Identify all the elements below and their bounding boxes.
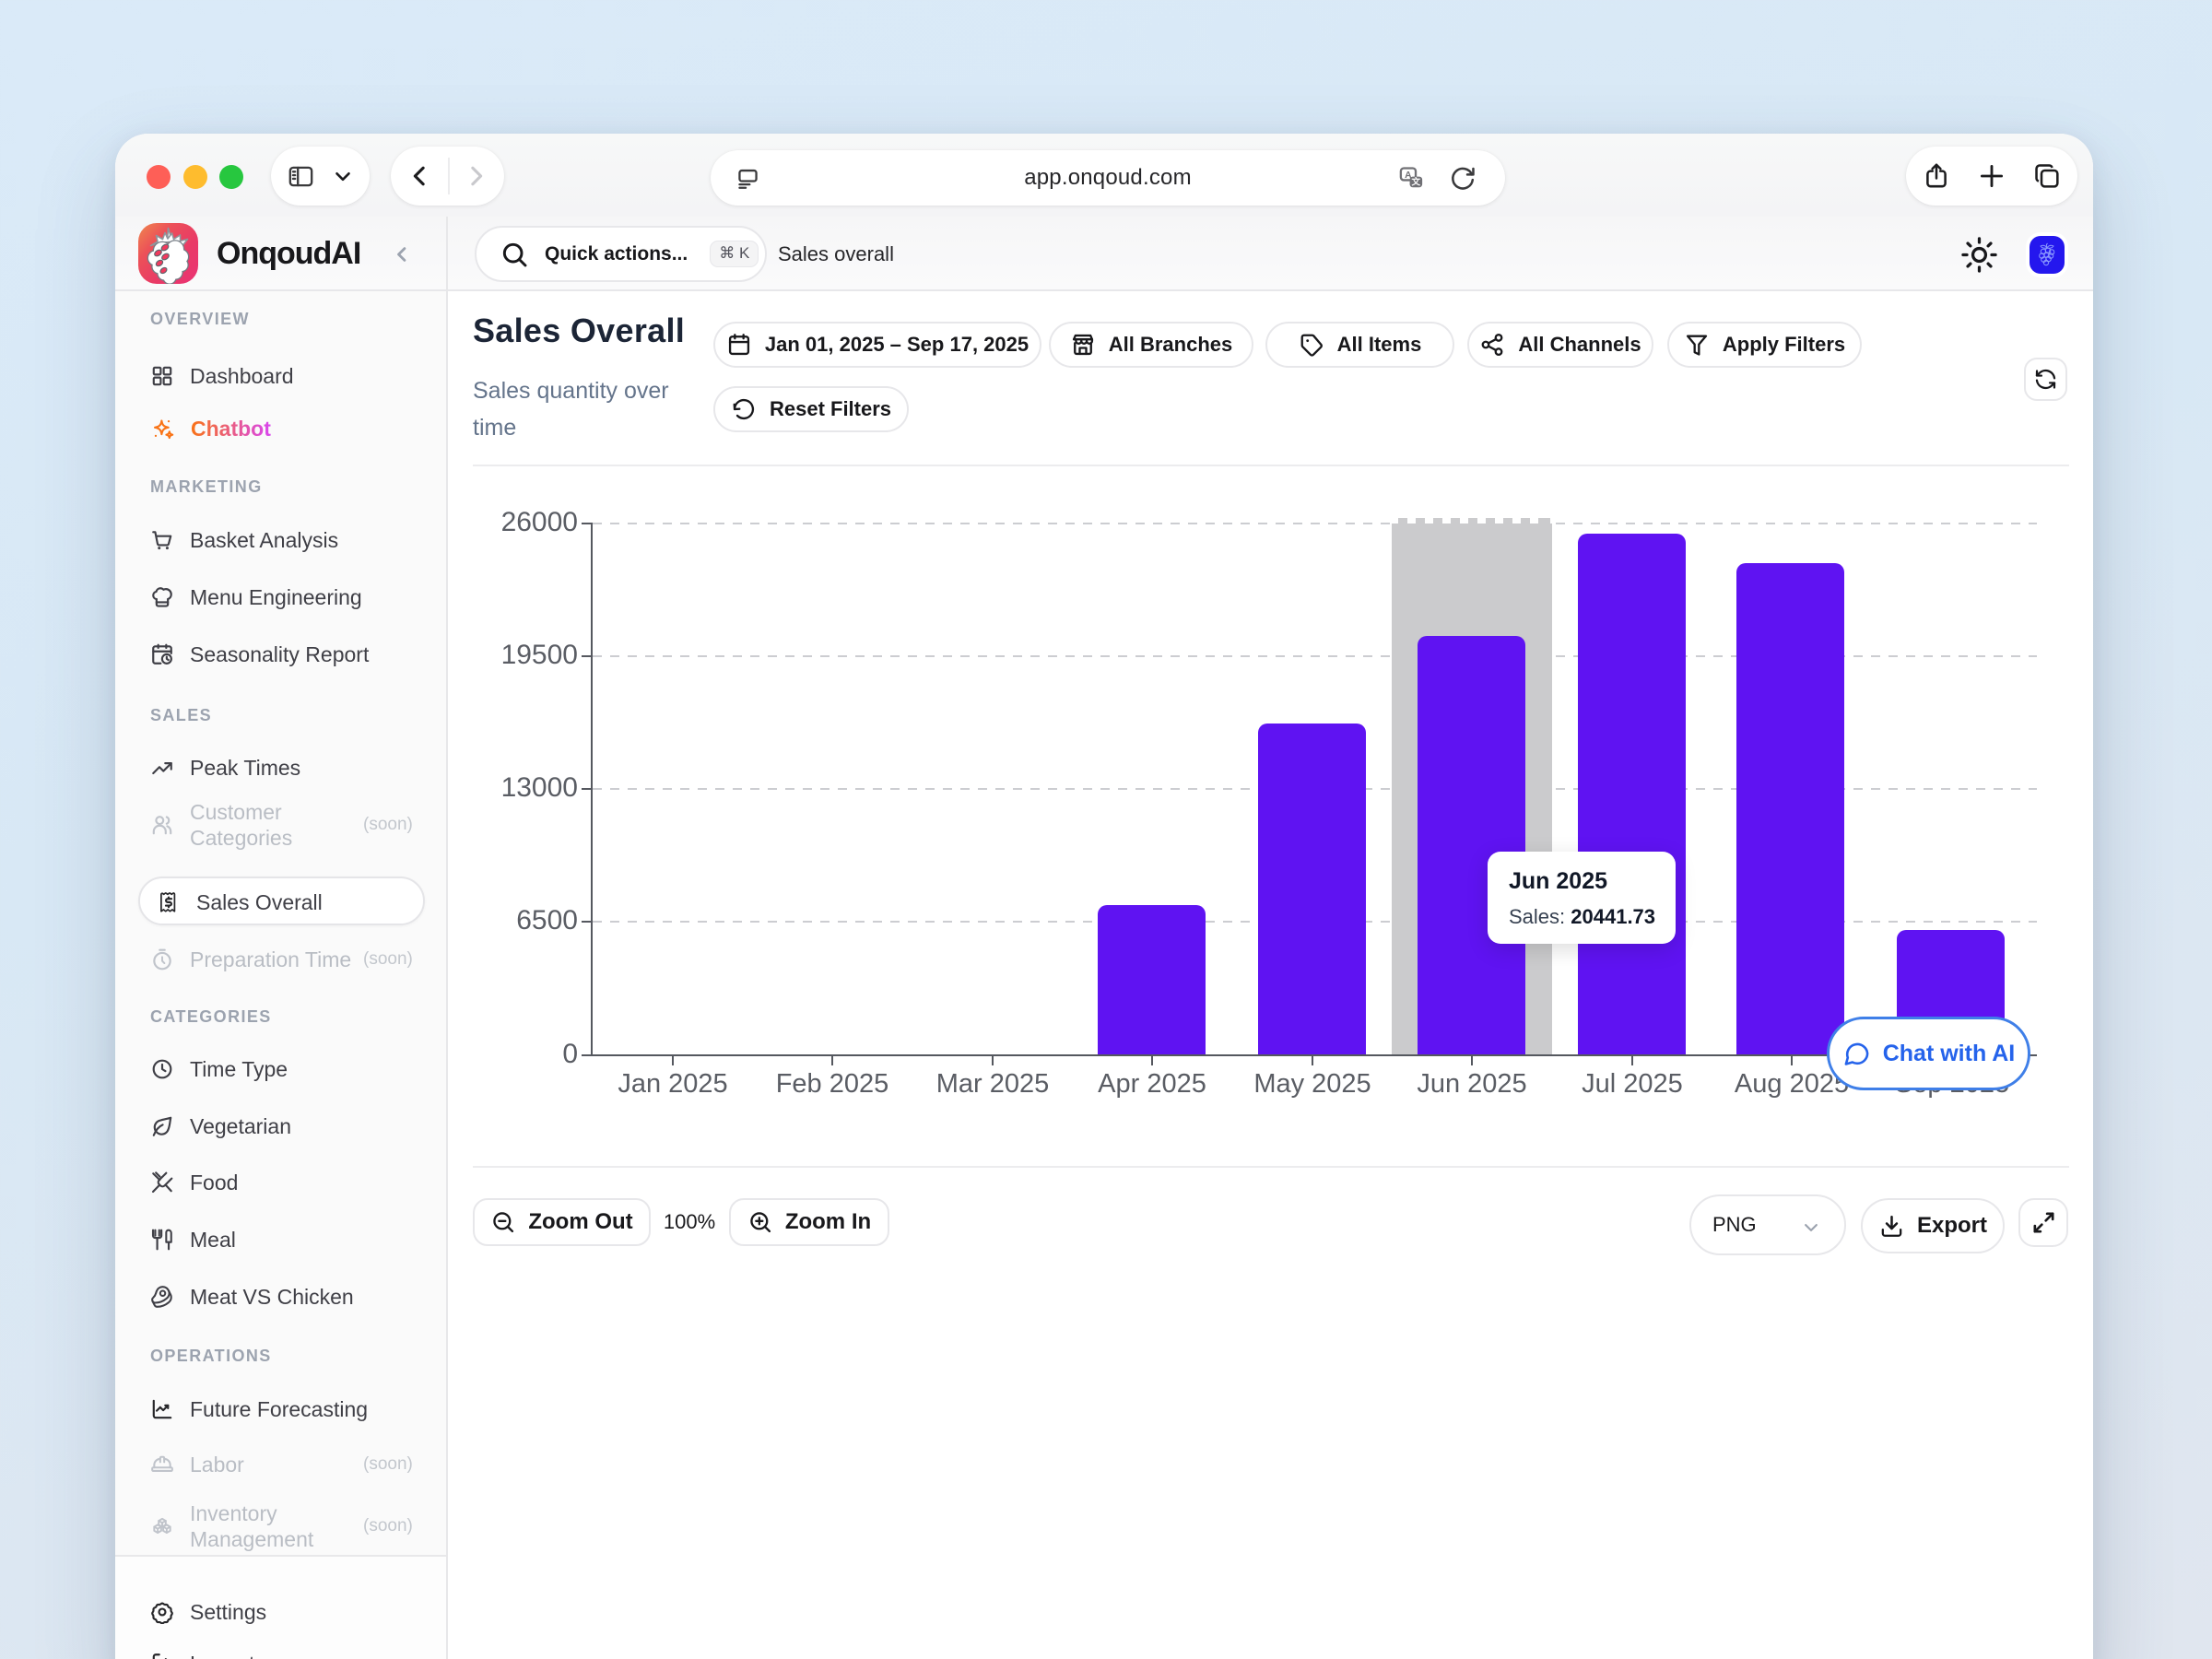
svg-text:A: A [1405, 171, 1412, 181]
svg-text:文: 文 [1411, 177, 1421, 188]
